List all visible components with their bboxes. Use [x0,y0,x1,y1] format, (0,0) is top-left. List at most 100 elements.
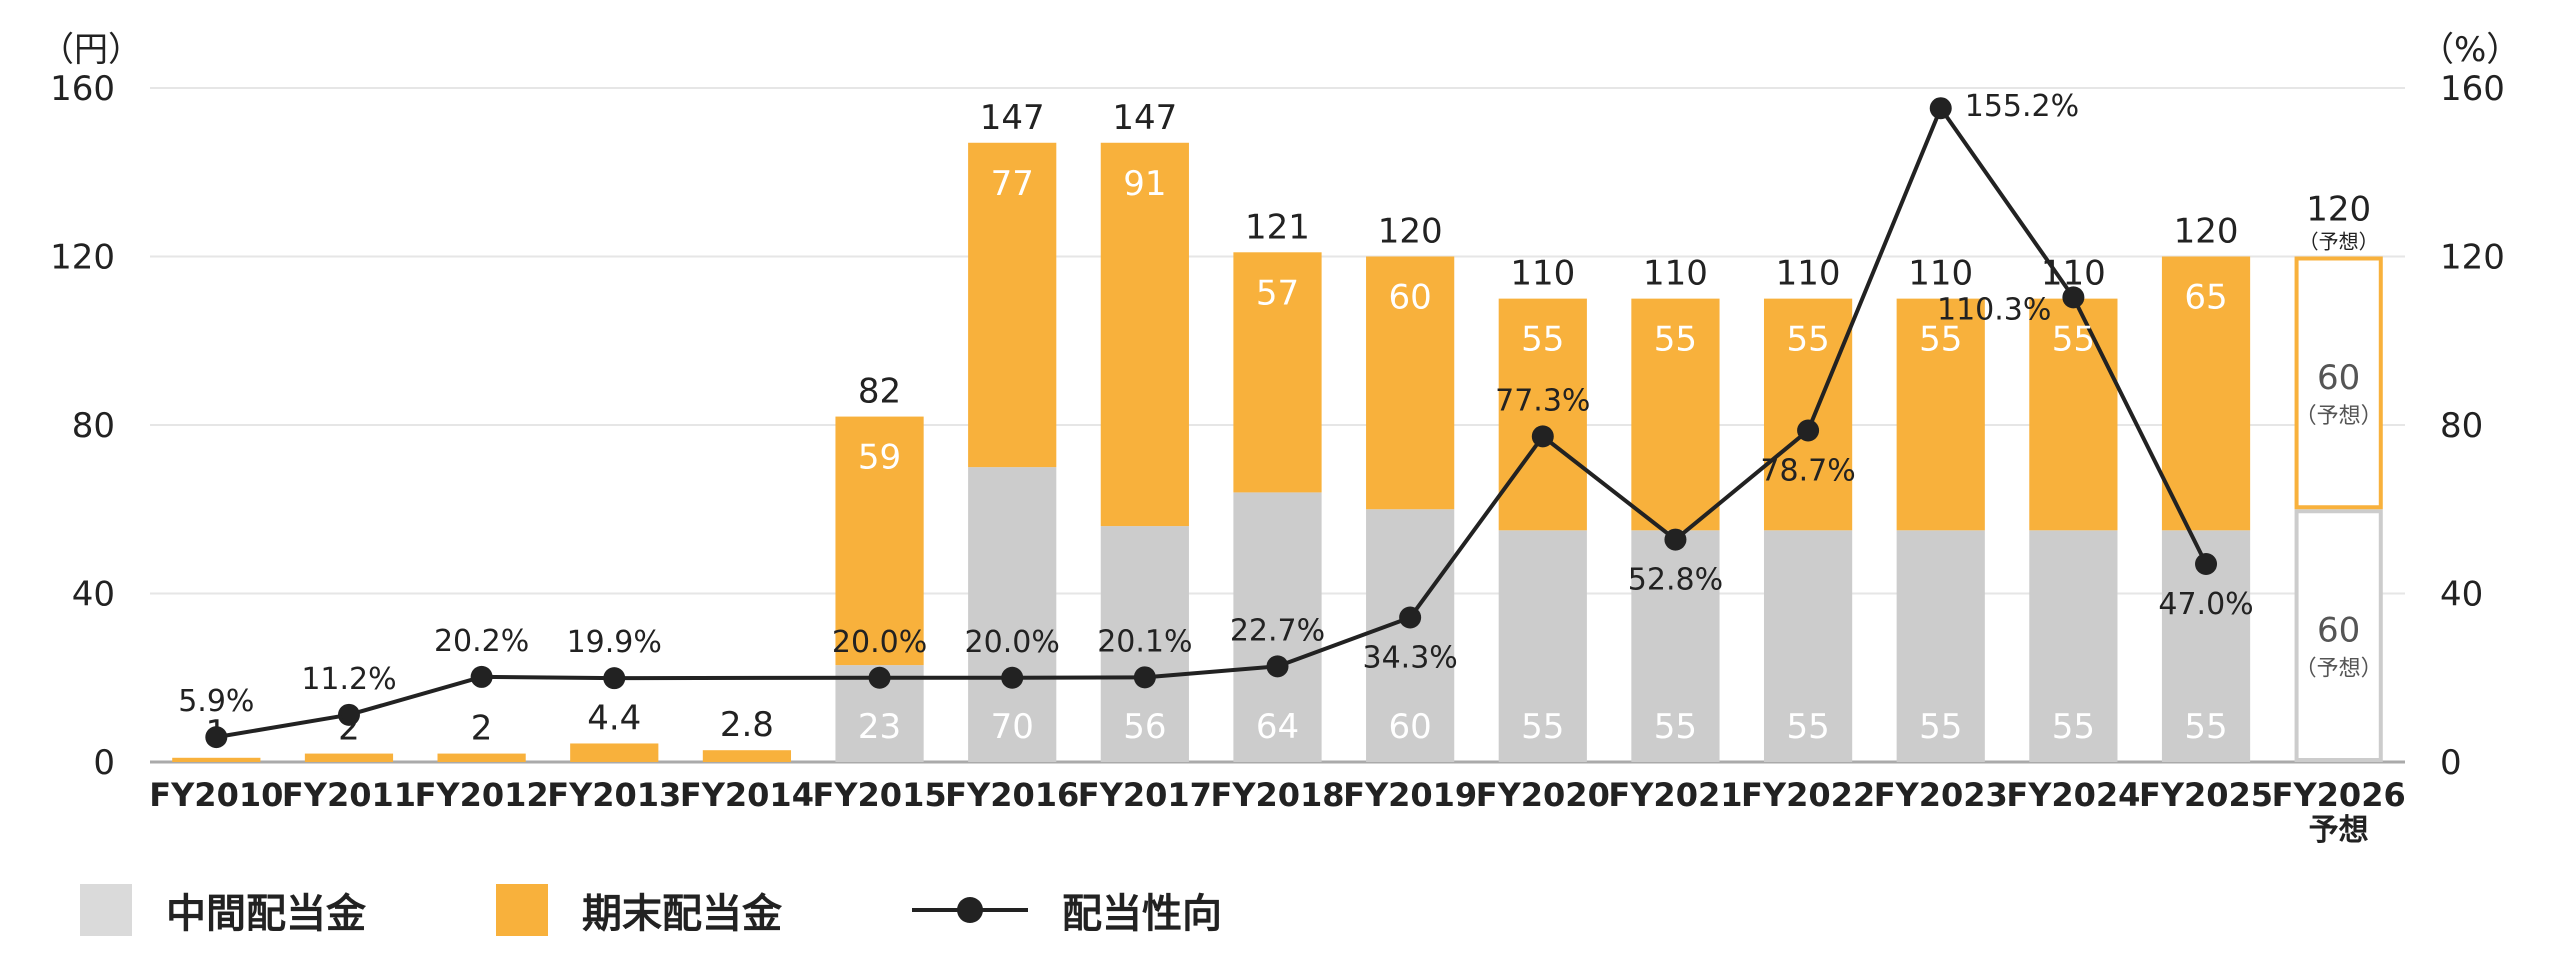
total-value-label: 120 [2306,190,2371,230]
x-tick-label: FY2010 [149,776,283,814]
total-value-label: 120 [1378,212,1443,252]
payout-ratio-point [1133,666,1156,689]
x-tick-label: FY2025 [2139,776,2273,814]
y2-tick-label: 160 [2440,69,2505,109]
right-axis-unit: （%） [2420,30,2521,70]
payout-ratio-point [868,666,891,689]
payout-ratio-line [205,97,2218,749]
bar-year-end [1366,256,1455,510]
payout-ratio-point [205,726,228,749]
bar-year-end [2029,298,2118,531]
total-value-label: 110 [1510,254,1575,294]
x-tick-label: FY2017 [1078,776,1212,814]
payout-ratio-label: 52.8% [1628,563,1723,598]
bar-interim [1631,530,1720,762]
total-value-label: 110 [1908,254,1973,294]
year-end-value-label: 60 [2317,358,2360,398]
year-end-value-label: 57 [1256,273,1299,313]
x-tick-label: FY2024 [2006,776,2140,814]
year-end-note-label: （予想） [2295,404,2383,429]
x-tick-label: FY2018 [1210,776,1344,814]
bar-interim [1763,530,1853,762]
x-tick-label: FY2026 [2272,776,2406,814]
year-end-value-label: 55 [1919,320,1962,360]
payout-ratio-point [1266,655,1289,678]
total-value-label: 110 [1776,254,1841,294]
x-tick-label: FY2015 [813,776,947,814]
year-end-value-label: 60 [1389,278,1432,318]
payout-ratio-label: 155.2% [1965,89,2079,124]
total-value-label: 147 [980,98,1045,138]
x-tick-label: FY2011 [282,776,416,814]
bar-interim [1100,526,1189,762]
bar-year-end [437,753,526,762]
bar-year-end-forecast [2294,256,2383,510]
y-tick-label: 0 [93,743,115,783]
legend: 中間配当金 期末配当金 配当性向 [80,880,1352,940]
bar-year-end [570,743,659,762]
bars [172,142,2383,762]
payout-ratio-point [1001,666,1024,689]
interim-value-label: 55 [1919,707,1962,747]
x-tick-label: FY2020 [1476,776,1610,814]
interim-value-label: 23 [858,707,901,747]
total-value-label: 2 [338,709,360,749]
payout-ratio-label: 11.2% [301,662,396,697]
bar-year-end [1896,298,1985,531]
left-axis-unit: （円） [40,30,142,70]
bar-year-end [172,757,261,762]
bar-year-end [702,750,792,762]
interim-note-label: （予想） [2295,657,2383,682]
total-value-label: 110 [1643,254,1708,294]
legend-swatch-year-end [496,884,548,936]
x-tick-label: FY2012 [415,776,549,814]
legend-label-payout-ratio: 配当性向 [1062,891,1222,937]
total-value-label: 2 [471,709,493,749]
bar-year-end [1763,298,1853,531]
bar-year-end [304,753,394,762]
legend-swatch-interim [80,884,132,936]
payout-ratio-point [2195,553,2218,576]
interim-value-label: 55 [1521,707,1564,747]
interim-value-label: 64 [1256,707,1299,747]
y2-tick-label: 120 [2440,238,2505,278]
bar-year-end [1233,252,1322,493]
payout-ratio-point [337,703,360,726]
y-tick-label: 40 [72,575,115,615]
legend-label-year-end: 期末配当金 [582,891,782,937]
bar-interim-forecast [2294,509,2383,762]
y-tick-label: 80 [72,406,115,446]
payout-ratio-label: 22.7% [1230,613,1325,648]
legend-label-interim: 中間配当金 [166,891,366,937]
payout-ratio-label: 78.7% [1760,453,1855,488]
interim-value-label: 56 [1123,707,1166,747]
x-tick-label: FY2022 [1741,776,1875,814]
total-note-label: （予想） [2299,230,2379,254]
bar-year-end [1498,298,1587,531]
payout-ratio-label: 19.9% [567,625,662,660]
total-value-label: 121 [1245,207,1310,247]
payout-ratio-label: 20.0% [832,625,927,660]
interim-value-label: 70 [991,707,1034,747]
bar-interim [1366,509,1455,762]
x-tick-label: FY2023 [1874,776,2008,814]
year-end-value-label: 65 [2184,278,2227,318]
bar-interim [1233,492,1322,762]
total-value-label: 82 [858,372,901,412]
interim-value-label: 60 [2317,611,2360,651]
total-value-label: 147 [1112,98,1177,138]
x-tick-label: FY2013 [547,776,681,814]
legend-line-marker [912,884,1028,936]
interim-value-label: 60 [1389,707,1432,747]
payout-ratio-point [603,667,626,690]
payout-ratio-point [2062,286,2085,309]
payout-ratio-point [1399,606,1422,629]
payout-ratio-label: 34.3% [1362,641,1457,676]
chart-labels: 0 40 80 120 160 0 40 80 120 160 1 FY2010 2 FY2011 2 FY2… [50,69,2505,848]
year-end-value-label: 59 [858,438,901,478]
y-tick-label: 120 [50,238,115,278]
year-end-value-label: 91 [1123,164,1166,204]
payout-ratio-label: 47.0% [2158,587,2253,622]
bar-interim [1498,530,1587,762]
year-end-value-label: 55 [1521,320,1564,360]
